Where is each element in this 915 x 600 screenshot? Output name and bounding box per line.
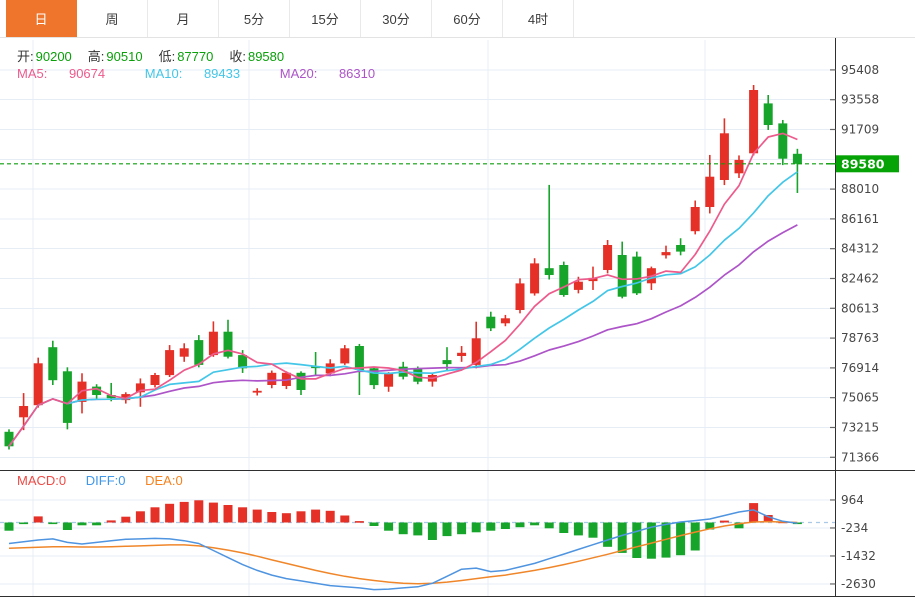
tab-week[interactable]: 周 <box>77 0 148 37</box>
svg-text:-1432: -1432 <box>841 549 876 563</box>
current-price-tag: 89580 <box>826 155 899 173</box>
tab-60min[interactable]: 60分 <box>432 0 503 37</box>
tab-day[interactable]: 日 <box>6 0 77 37</box>
high-value: 90510 <box>106 49 143 64</box>
dea-value-label: DEA:0 <box>145 473 183 488</box>
tab-15min[interactable]: 15分 <box>290 0 361 37</box>
ma20-legend-item: MA20: 86310 <box>279 66 376 81</box>
open-value: 90200 <box>35 49 72 64</box>
svg-text:86161: 86161 <box>841 212 879 226</box>
ma-legend: MA5: 90674 MA10: 89433 MA20: 86310 <box>17 66 411 81</box>
close-value: 89580 <box>247 49 285 64</box>
low-label: 低: <box>158 49 176 64</box>
svg-text:964: 964 <box>841 493 864 507</box>
tab-4hour[interactable]: 4时 <box>503 0 574 37</box>
tab-30min[interactable]: 30分 <box>361 0 432 37</box>
diff-line <box>8 509 798 591</box>
svg-text:71366: 71366 <box>841 450 879 464</box>
period-tabbar: 日周月 5分 15分 30分 60分 4时 <box>0 0 915 38</box>
svg-text:-2630: -2630 <box>841 577 876 591</box>
svg-text:76914: 76914 <box>841 361 879 375</box>
y-axis-labels: 95408 93558 91709 88010 86161 84312 82462 80613… <box>830 63 879 591</box>
ohlc-readout: 开: 90200 高: 90510 低: 87770 收: 89580 <box>17 46 300 65</box>
svg-text:84312: 84312 <box>841 242 879 256</box>
vertical-gridlines <box>32 40 706 596</box>
candles <box>4 85 802 450</box>
macd-value-label: MACD:0 <box>17 473 67 488</box>
svg-text:91709: 91709 <box>841 123 879 137</box>
svg-text:75065: 75065 <box>841 391 879 405</box>
svg-text:80613: 80613 <box>841 301 879 315</box>
ma10-legend-item: MA10: 89433 <box>144 66 241 81</box>
tab-5min[interactable]: 5分 <box>219 0 290 37</box>
ma20-line <box>8 224 798 447</box>
low-value: 87770 <box>177 49 214 64</box>
macd-legend: MACD:0 DIFF:0 DEA:0 <box>17 473 199 488</box>
svg-text:82462: 82462 <box>841 272 879 286</box>
svg-text:78763: 78763 <box>841 331 879 345</box>
tab-month[interactable]: 月 <box>148 0 219 37</box>
ma5-line <box>8 132 798 447</box>
diff-value-label: DIFF:0 <box>85 473 126 488</box>
high-label: 高: <box>87 49 105 64</box>
svg-text:73215: 73215 <box>841 421 879 435</box>
svg-text:-234: -234 <box>841 521 868 535</box>
svg-text:89580: 89580 <box>841 156 885 171</box>
close-label: 收: <box>229 49 246 64</box>
macd-gridlines <box>0 499 835 585</box>
svg-text:88010: 88010 <box>841 182 879 196</box>
ma5-legend-item: MA5: 90674 <box>17 66 106 81</box>
open-label: 开: <box>17 49 34 64</box>
svg-text:93558: 93558 <box>841 93 879 107</box>
macd-histogram <box>4 500 802 559</box>
dea-line <box>8 520 798 585</box>
ma10-line <box>8 171 798 447</box>
svg-text:95408: 95408 <box>841 63 879 77</box>
